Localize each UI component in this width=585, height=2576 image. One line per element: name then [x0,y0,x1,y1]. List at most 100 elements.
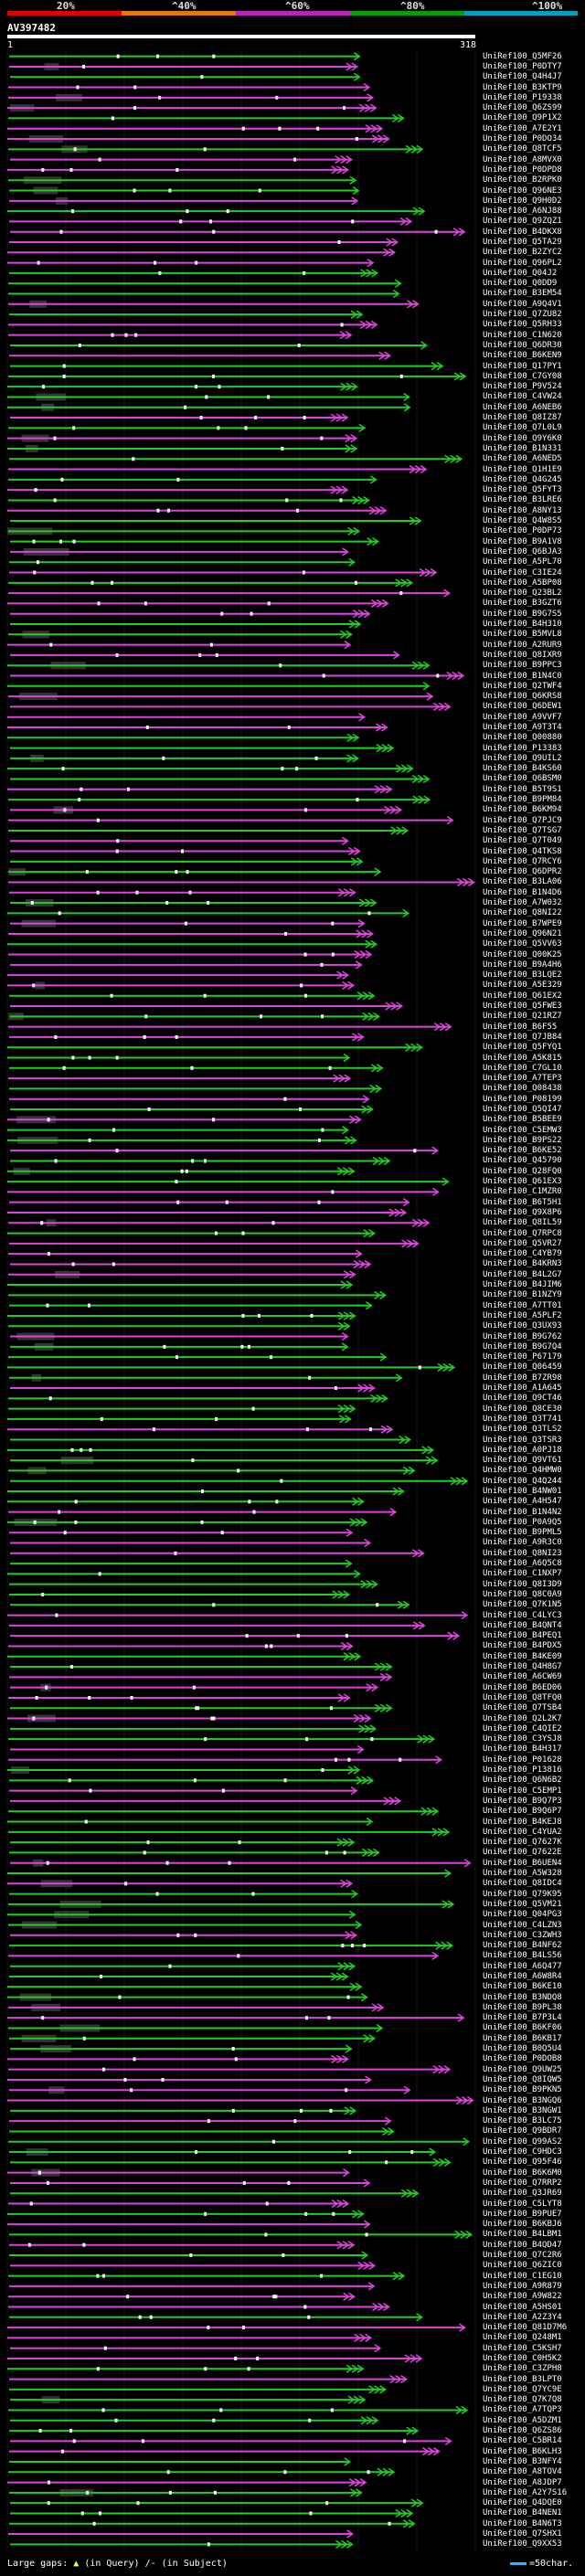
hit-label[interactable]: UniRef100_C4LZN3 [483,1920,562,1930]
hit-label[interactable]: UniRef100_A8JDP7 [483,2477,562,2487]
hit-label[interactable]: UniRef100_B1N331 [483,443,562,453]
hit-label[interactable]: UniRef100_Q6BJA3 [483,546,562,557]
hit-label[interactable]: UniRef100_C7GL10 [483,1063,562,1073]
hit-label[interactable]: UniRef100_B6UEN4 [483,1858,562,1868]
hit-label[interactable]: UniRef100_Q5FYT3 [483,485,562,495]
hit-label[interactable]: UniRef100_A6NJ88 [483,207,562,217]
hit-label[interactable]: UniRef100_P0DTY7 [483,61,562,71]
hit-label[interactable]: UniRef100_A2RUR9 [483,640,562,650]
hit-label[interactable]: UniRef100_B3NGQ6 [483,2095,562,2105]
hit-label[interactable]: UniRef100_B3LPT0 [483,2374,562,2384]
hit-label[interactable]: UniRef100_B9PML5 [483,1528,562,1538]
hit-label[interactable]: UniRef100_P0DP73 [483,526,562,536]
hit-label[interactable]: UniRef100_C4YB79 [483,1249,562,1259]
hit-label[interactable]: UniRef100_Q9VT61 [483,1456,562,1466]
hit-label[interactable]: UniRef100_P0A9Q5 [483,1517,562,1527]
hit-label[interactable]: UniRef100_Q7SHX1 [483,2529,562,2539]
hit-label[interactable]: UniRef100_B5MVL8 [483,630,562,640]
hit-label[interactable]: UniRef100_B2RPK0 [483,175,562,186]
hit-label[interactable]: UniRef100_B1N4D6 [483,887,562,897]
hit-label[interactable]: UniRef100_Q7L0L9 [483,423,562,433]
hit-label[interactable]: UniRef100_Q4TKS8 [483,846,562,856]
hit-label[interactable]: UniRef100_B6KE10 [483,1982,562,1992]
hit-label[interactable]: UniRef100_Q3JR69 [483,2189,562,2199]
hit-label[interactable]: UniRef100_Q61EX2 [483,991,562,1001]
hit-label[interactable]: UniRef100_Q8IDC4 [483,1879,562,1889]
hit-label[interactable]: UniRef100_Q8TFQ0 [483,1692,562,1702]
hit-label[interactable]: UniRef100_A9R879 [483,2281,562,2291]
hit-label[interactable]: UniRef100_B4KS60 [483,764,562,774]
hit-label[interactable]: UniRef100_Q4Q244 [483,1476,562,1486]
hit-label[interactable]: UniRef100_P08199 [483,1094,562,1104]
hit-label[interactable]: UniRef100_P0DO34 [483,134,562,144]
hit-label[interactable]: UniRef100_Q04PG3 [483,1910,562,1920]
hit-label[interactable]: UniRef100_B9G7S5 [483,609,562,619]
hit-label[interactable]: UniRef100_C5EMW3 [483,1125,562,1135]
hit-label[interactable]: UniRef100_A2Y7S16 [483,2487,568,2497]
hit-label[interactable]: UniRef100_Q7PJC9 [483,815,562,825]
hit-label[interactable]: UniRef100_Q6DEW1 [483,702,562,712]
hit-label[interactable]: UniRef100_B3LA06 [483,877,562,887]
hit-label[interactable]: UniRef100_B4LS56 [483,1951,562,1961]
hit-label[interactable]: UniRef100_Q7TSG7 [483,825,562,835]
hit-label[interactable]: UniRef100_Q8NI23 [483,1548,562,1558]
hit-label[interactable]: UniRef100_A1A645 [483,1383,562,1394]
hit-label[interactable]: UniRef100_C7GY08 [483,371,562,381]
hit-label[interactable]: UniRef100_Q23BL2 [483,588,562,599]
hit-label[interactable]: UniRef100_Q6DPR2 [483,867,562,877]
hit-label[interactable]: UniRef100_P0DPD8 [483,164,562,175]
hit-label[interactable]: UniRef100_Q7RRP2 [483,2178,562,2188]
hit-label[interactable]: UniRef100_A5HS01 [483,2302,562,2312]
hit-label[interactable]: UniRef100_Q5RH33 [483,320,562,330]
hit-label[interactable]: UniRef100_B4N6T3 [483,2518,562,2528]
hit-label[interactable]: UniRef100_B5T9S1 [483,784,562,794]
hit-label[interactable]: UniRef100_Q8IL59 [483,1218,562,1228]
hit-label[interactable]: UniRef100_A7W032 [483,898,562,908]
hit-label[interactable]: UniRef100_B6KE52 [483,1146,562,1156]
hit-label[interactable]: UniRef100_A6CW69 [483,1672,562,1682]
hit-label[interactable]: UniRef100_Q96N21 [483,928,562,938]
hit-label[interactable]: UniRef100_B7WPE9 [483,918,562,928]
hit-label[interactable]: UniRef100_Q4HMW0 [483,1466,562,1476]
hit-label[interactable]: UniRef100_B4QD47 [483,2240,562,2250]
hit-label[interactable]: UniRef100_Q8TCF5 [483,144,562,154]
hit-label[interactable]: UniRef100_Q81D7M6 [483,2323,568,2333]
hit-label[interactable]: UniRef100_C4LYC3 [483,1610,562,1620]
hit-label[interactable]: UniRef100_A6NEB6 [483,402,562,412]
hit-label[interactable]: UniRef100_Q7K1N5 [483,1600,562,1610]
hit-label[interactable]: UniRef100_B0Q5U4 [483,2044,562,2054]
hit-label[interactable]: UniRef100_Q00880 [483,733,562,743]
hit-label[interactable]: UniRef100_A7TT01 [483,1300,562,1310]
hit-label[interactable]: UniRef100_C3ZPH8 [483,2364,562,2374]
hit-label[interactable]: UniRef100_B3LQE2 [483,970,562,981]
hit-label[interactable]: UniRef100_B6K6M0 [483,2168,562,2178]
hit-label[interactable]: UniRef100_Q9X8P6 [483,1207,562,1217]
hit-label[interactable]: UniRef100_Q96PL2 [483,258,562,268]
hit-label[interactable]: UniRef100_C0H5K2 [483,2353,562,2363]
hit-label[interactable]: UniRef100_Q6N6B2 [483,1776,562,1786]
hit-label[interactable]: UniRef100_Q4G245 [483,474,562,484]
hit-label[interactable]: UniRef100_Q5VM21 [483,1899,562,1909]
hit-label[interactable]: UniRef100_B6KM94 [483,805,562,815]
hit-label[interactable]: UniRef100_Q5FWE3 [483,1002,562,1012]
hit-label[interactable]: UniRef100_B9Q7P3 [483,1796,562,1806]
hit-label[interactable]: UniRef100_Q9BDR7 [483,2126,562,2136]
hit-label[interactable]: UniRef100_B3NGW1 [483,2105,562,2115]
hit-label[interactable]: UniRef100_Q5FYQ1 [483,1043,562,1053]
hit-label[interactable]: UniRef100_Q08438 [483,1084,562,1094]
hit-label[interactable]: UniRef100_B4L2G7 [483,1269,562,1279]
hit-label[interactable]: UniRef100_A5BP08 [483,578,562,588]
hit-label[interactable]: UniRef100_C3IE24 [483,567,562,578]
hit-label[interactable]: UniRef100_Q3T741 [483,1414,562,1424]
hit-label[interactable]: UniRef100_C4QIE2 [483,1723,562,1733]
hit-label[interactable]: UniRef100_A0PJ18 [483,1445,562,1455]
hit-label[interactable]: UniRef100_Q3TSR3 [483,1435,562,1445]
hit-label[interactable]: UniRef100_Q8C0A9 [483,1589,562,1599]
hit-label[interactable]: UniRef100_B9PL38 [483,2002,562,2012]
hit-label[interactable]: UniRef100_A9Q4V1 [483,299,562,309]
hit-label[interactable]: UniRef100_B4JIM6 [483,1280,562,1290]
hit-label[interactable]: UniRef100_A5K815 [483,1053,562,1063]
hit-label[interactable]: UniRef100_B9PUE7 [483,2209,562,2219]
hit-label[interactable]: UniRef100_A6W8R4 [483,1971,562,1981]
hit-label[interactable]: UniRef100_B3GZT6 [483,599,562,609]
